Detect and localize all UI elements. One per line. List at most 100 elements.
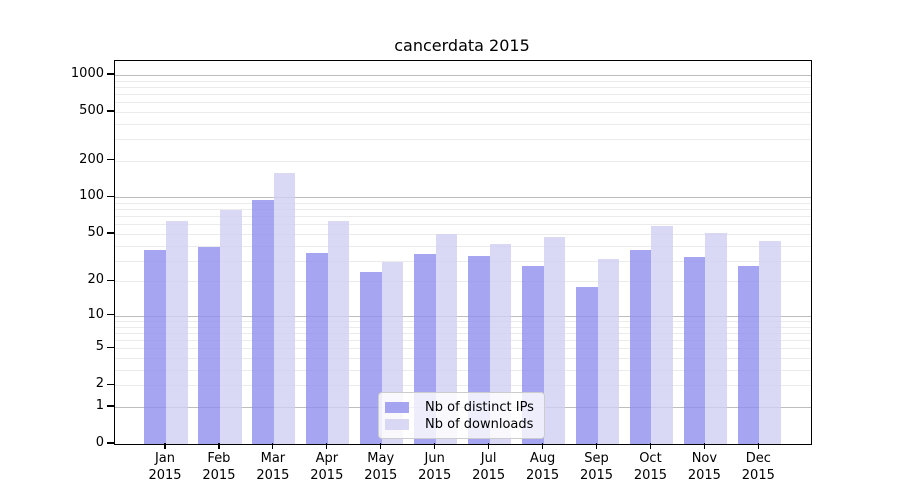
y-tick-mark	[107, 442, 114, 444]
minor-gridline	[115, 224, 811, 226]
x-tick-label: Jun 2015	[418, 451, 452, 483]
minor-gridline	[115, 321, 811, 322]
x-tick-mark	[757, 443, 759, 449]
x-tick-mark	[488, 443, 490, 449]
y-tick-label: 50	[87, 224, 104, 240]
x-tick-label: Sep 2015	[579, 451, 614, 483]
legend-swatch-distinct-ips	[385, 402, 409, 413]
y-tick-mark	[107, 159, 114, 161]
bar-distinct-ips	[683, 257, 706, 444]
y-tick-label: 200	[79, 151, 104, 167]
y-tick-mark	[107, 314, 114, 316]
bar-downloads	[705, 232, 727, 444]
x-tick-mark	[595, 443, 598, 449]
bar-distinct-ips	[252, 200, 274, 444]
minor-gridline	[115, 326, 811, 328]
x-tick-label: Jan 2015	[148, 451, 182, 483]
x-tick-mark	[218, 443, 220, 449]
bar-downloads	[651, 226, 674, 444]
minor-gridline	[115, 340, 811, 342]
x-tick-mark	[272, 443, 274, 449]
x-tick-mark	[649, 443, 652, 449]
bar-downloads	[597, 258, 620, 444]
minor-gridline	[115, 348, 811, 350]
x-tick-label: Jul 2015	[472, 451, 506, 483]
bar-downloads	[166, 221, 188, 444]
x-tick-mark	[380, 443, 382, 449]
y-tick-mark	[107, 195, 114, 198]
y-tick-label: 10	[87, 306, 104, 322]
legend-label-distinct-ips: Nb of distinct IPs	[425, 400, 534, 415]
y-tick-label: 500	[79, 102, 104, 118]
minor-gridline	[115, 111, 811, 113]
bar-distinct-ips	[737, 266, 760, 444]
minor-gridline	[115, 369, 811, 371]
bar-downloads	[327, 221, 350, 444]
bar-distinct-ips	[306, 252, 328, 444]
bar-distinct-ips	[575, 286, 598, 444]
y-tick-label: 0	[95, 435, 104, 450]
bar-downloads	[273, 172, 296, 444]
minor-gridline	[115, 80, 811, 82]
bar-downloads	[543, 237, 566, 444]
minor-gridline	[115, 245, 811, 247]
minor-gridline	[115, 123, 811, 125]
y-tick-mark	[107, 232, 114, 234]
plot-area	[114, 60, 812, 445]
legend: Nb of distinct IPs Nb of downloads	[378, 392, 545, 439]
legend-item-downloads: Nb of downloads	[385, 417, 534, 432]
minor-gridline	[115, 139, 811, 141]
x-tick-label: Nov 2015	[687, 451, 721, 483]
major-gridline	[115, 315, 811, 317]
bar-downloads	[759, 240, 781, 444]
x-tick-label: Oct 2015	[633, 451, 667, 483]
x-tick-label: Apr 2015	[310, 451, 344, 483]
y-tick-label: 100	[79, 188, 104, 204]
x-tick-label: Dec 2015	[741, 451, 775, 483]
minor-gridline	[115, 86, 811, 88]
y-tick-label: 1000	[70, 65, 104, 81]
bar-distinct-ips	[144, 249, 166, 444]
x-tick-label: Mar 2015	[256, 451, 290, 483]
minor-gridline	[115, 281, 811, 283]
bar-downloads	[219, 209, 242, 444]
x-tick-label: Feb 2015	[202, 451, 236, 483]
minor-gridline	[115, 233, 811, 235]
y-tick-label: 2	[95, 376, 104, 392]
minor-gridline	[115, 385, 811, 387]
legend-label-downloads: Nb of downloads	[425, 417, 534, 432]
minor-gridline	[115, 93, 811, 95]
minor-gridline	[115, 358, 811, 360]
minor-gridline	[115, 102, 811, 104]
major-gridline	[115, 74, 811, 76]
bar-distinct-ips	[360, 272, 382, 444]
y-tick-mark	[107, 405, 114, 407]
x-tick-label: May 2015	[364, 451, 398, 483]
minor-gridline	[115, 260, 811, 262]
y-tick-label: 5	[95, 339, 104, 355]
x-tick-mark	[326, 443, 328, 449]
y-tick-label: 1	[95, 397, 104, 413]
x-tick-mark	[164, 443, 166, 449]
bar-downloads	[435, 233, 458, 444]
y-tick-label: 20	[87, 272, 104, 288]
bar-distinct-ips	[198, 246, 220, 444]
legend-item-distinct-ips: Nb of distinct IPs	[385, 400, 534, 415]
minor-gridline	[115, 203, 811, 205]
minor-gridline	[115, 216, 811, 218]
minor-gridline	[115, 160, 811, 162]
x-tick-mark	[434, 443, 436, 449]
legend-swatch-downloads	[385, 419, 409, 430]
y-tick-mark	[107, 73, 114, 75]
y-tick-mark	[107, 346, 114, 348]
y-tick-mark	[107, 279, 114, 281]
minor-gridline	[115, 209, 811, 211]
bar-distinct-ips	[629, 249, 652, 444]
y-tick-mark	[107, 383, 114, 385]
x-tick-mark	[541, 443, 544, 449]
x-tick-label: Aug 2015	[526, 451, 560, 483]
chart-title: cancerdata 2015	[394, 36, 530, 55]
major-gridline	[115, 197, 811, 199]
x-tick-mark	[703, 443, 705, 449]
